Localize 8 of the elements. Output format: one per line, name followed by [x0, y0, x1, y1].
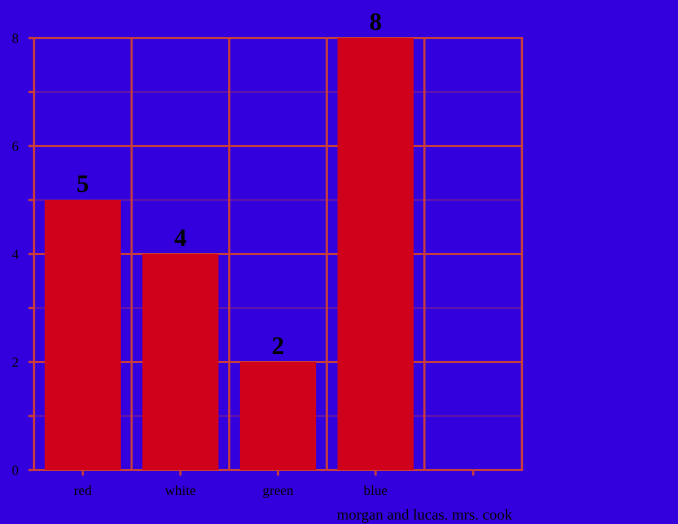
data-label: 8	[370, 13, 382, 31]
data-label: 4	[174, 229, 187, 246]
bar	[337, 38, 414, 470]
bar	[44, 200, 121, 470]
bar	[239, 362, 317, 470]
data-label: 2	[272, 337, 284, 354]
bar	[142, 254, 219, 470]
data-label: 5	[77, 175, 89, 193]
